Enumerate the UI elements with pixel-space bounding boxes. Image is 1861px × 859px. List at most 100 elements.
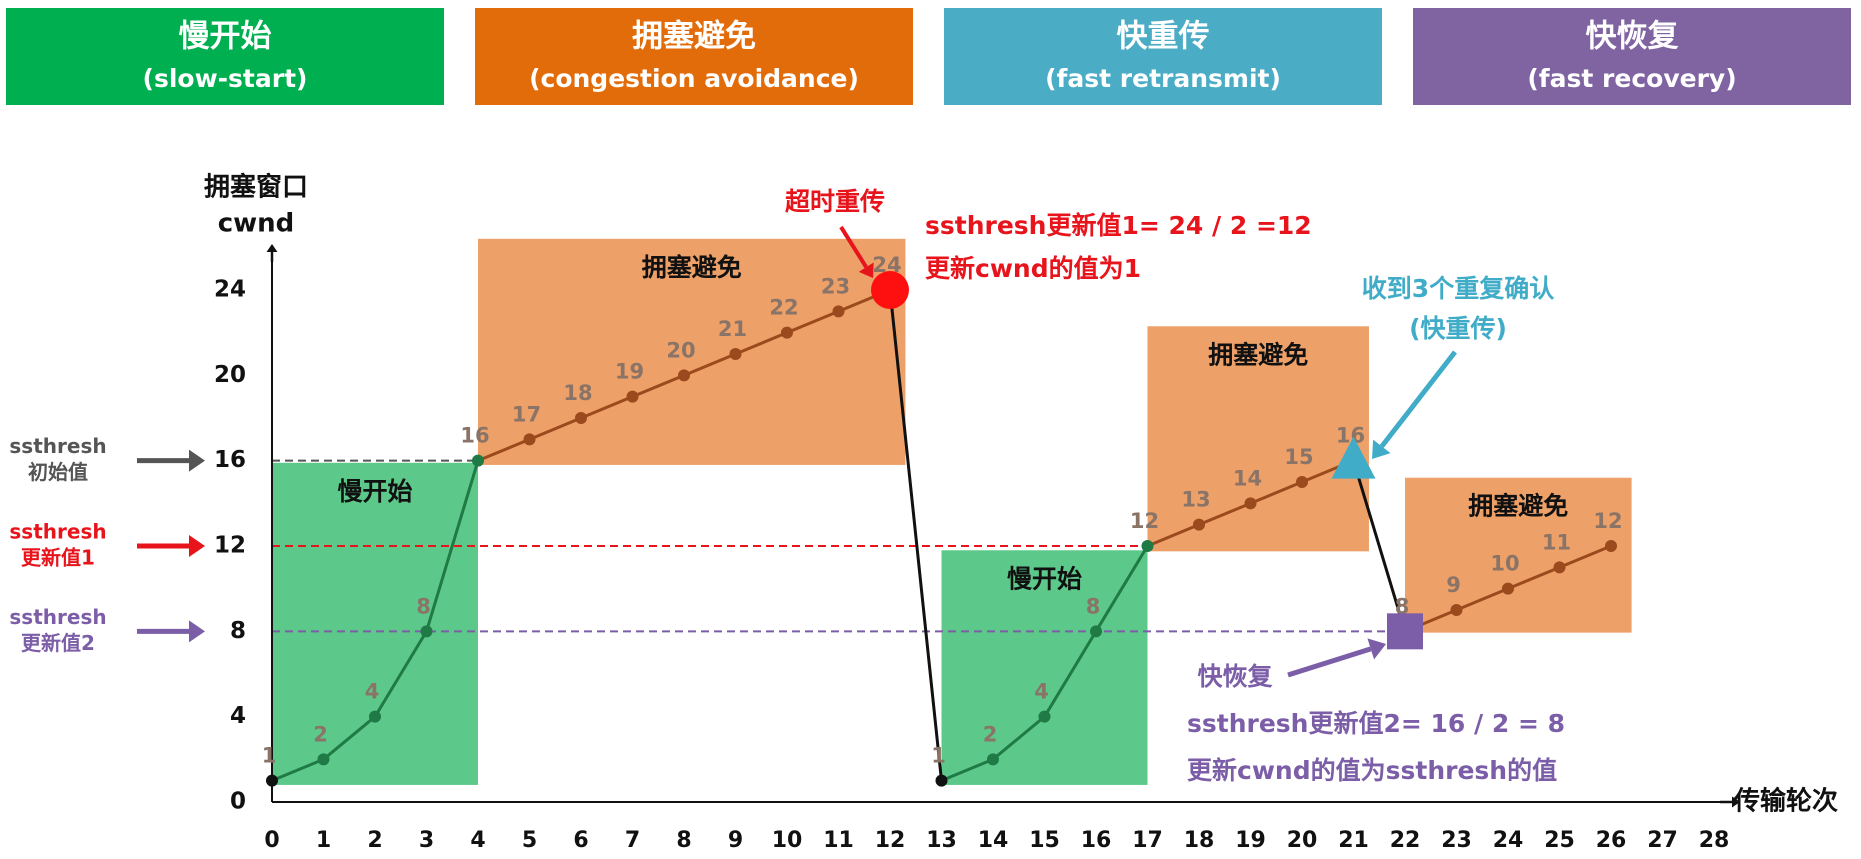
- line-segment: [271, 757, 325, 783]
- x-tick-label: 14: [978, 828, 1009, 853]
- threshold-label: ssthresh: [9, 434, 106, 458]
- line-segment: [1507, 565, 1561, 591]
- value-label: 1: [262, 744, 277, 768]
- x-axis-title: 传输轮次: [1733, 786, 1838, 817]
- annotation: ssthresh更新值1= 24 / 2 =12: [925, 211, 1312, 240]
- threshold-label: ssthresh: [9, 520, 106, 544]
- y-axis-title: 拥塞窗口: [204, 172, 308, 203]
- line-segment: [1043, 630, 1098, 718]
- value-label: 21: [718, 317, 747, 341]
- annotation: 更新cwnd的值为1: [925, 254, 1141, 283]
- value-label: 8: [1395, 594, 1410, 618]
- line-segment: [631, 373, 685, 399]
- event-marker: [871, 271, 909, 309]
- x-tick-label: 0: [264, 828, 279, 853]
- x-tick-label: 26: [1596, 828, 1627, 853]
- x-tick-label: 6: [573, 828, 588, 853]
- header-title: 拥塞避免: [632, 19, 756, 55]
- data-point: [1244, 497, 1257, 510]
- arrow-head: [858, 262, 874, 278]
- arrow-shaft: [1379, 350, 1457, 448]
- phase-region: [941, 550, 1148, 785]
- y-tick-label: 12: [214, 533, 246, 559]
- header-title: 快恢复: [1586, 19, 1679, 55]
- x-tick-label: 5: [522, 828, 537, 853]
- x-tick-label: 10: [772, 828, 803, 853]
- line-segment: [477, 437, 531, 463]
- x-tick-label: 27: [1647, 828, 1678, 853]
- value-label: 16: [460, 424, 489, 448]
- data-point: [1605, 540, 1617, 552]
- value-label: 19: [615, 360, 644, 384]
- data-point: [626, 390, 639, 403]
- data-point: [729, 348, 742, 360]
- value-label: 13: [1181, 488, 1210, 512]
- line-segment: [734, 331, 788, 356]
- x-tick-label: 8: [676, 828, 691, 853]
- value-label: 1: [931, 744, 946, 768]
- x-tick-label: 3: [419, 828, 434, 853]
- arrow-shaft: [839, 225, 868, 269]
- value-label: 2: [313, 722, 328, 746]
- x-tick-label: 24: [1493, 828, 1524, 853]
- annotation: 收到3个重复确认: [1362, 274, 1554, 303]
- line-segment: [1198, 501, 1252, 527]
- x-tick-label: 23: [1441, 828, 1472, 853]
- y-tick-label: 8: [230, 618, 246, 644]
- data-point: [1141, 540, 1154, 552]
- line-segment: [1146, 523, 1200, 548]
- value-label: 4: [1034, 680, 1049, 704]
- x-tick-label: 17: [1132, 828, 1163, 853]
- data-point: [369, 710, 381, 723]
- data-point: [420, 625, 433, 638]
- line-segment: [888, 289, 943, 781]
- line-segment: [425, 460, 480, 632]
- value-label: 2: [983, 722, 998, 746]
- arrow-head: [189, 620, 205, 643]
- x-tick-label: 13: [926, 828, 957, 853]
- header-subtitle: (slow-start): [143, 64, 308, 93]
- x-tick-label: 20: [1287, 828, 1318, 853]
- region-label: 慢开始: [1007, 564, 1082, 593]
- threshold-label: ssthresh: [9, 605, 106, 629]
- event-marker: [1331, 436, 1376, 479]
- x-tick-label: 25: [1544, 828, 1575, 853]
- value-label: 23: [821, 274, 850, 298]
- region-label: 拥塞避免: [1208, 340, 1308, 369]
- value-label: 22: [769, 296, 798, 320]
- value-label: 12: [1593, 509, 1622, 533]
- annotation: 更新cwnd的值为ssthresh的值: [1187, 756, 1557, 785]
- annotation: 快恢复: [1197, 662, 1273, 691]
- value-label: 12: [1130, 509, 1159, 533]
- arrow-shaft: [1287, 646, 1372, 678]
- x-tick-label: 18: [1184, 828, 1215, 853]
- annotation: (快重传): [1409, 314, 1507, 343]
- annotation: 超时重传: [785, 187, 885, 216]
- phase-region: [478, 238, 906, 465]
- data-point: [266, 774, 278, 787]
- x-tick-label: 4: [470, 828, 485, 853]
- line-segment: [940, 757, 994, 783]
- x-tick-label: 21: [1338, 828, 1369, 853]
- phase-region: [1405, 477, 1632, 633]
- value-label: 4: [365, 680, 380, 704]
- line-segment: [322, 715, 376, 761]
- value-label: 20: [666, 338, 695, 362]
- threshold-label: 更新值1: [21, 546, 95, 570]
- y-tick-label: 4: [230, 703, 246, 729]
- line-segment: [1094, 545, 1149, 633]
- x-tick-label: 2: [367, 828, 382, 853]
- data-point: [935, 774, 948, 787]
- y-tick-label: 24: [214, 277, 246, 303]
- phase-region: [1147, 326, 1369, 552]
- arrow-head: [1372, 439, 1391, 459]
- data-point: [1090, 625, 1102, 638]
- header-title: 慢开始: [179, 19, 272, 55]
- arrow-head: [189, 449, 205, 472]
- x-tick-label: 16: [1081, 828, 1112, 853]
- y-tick-label: 0: [230, 789, 246, 815]
- value-label: 15: [1284, 445, 1313, 469]
- region-label: 拥塞避免: [1468, 492, 1568, 521]
